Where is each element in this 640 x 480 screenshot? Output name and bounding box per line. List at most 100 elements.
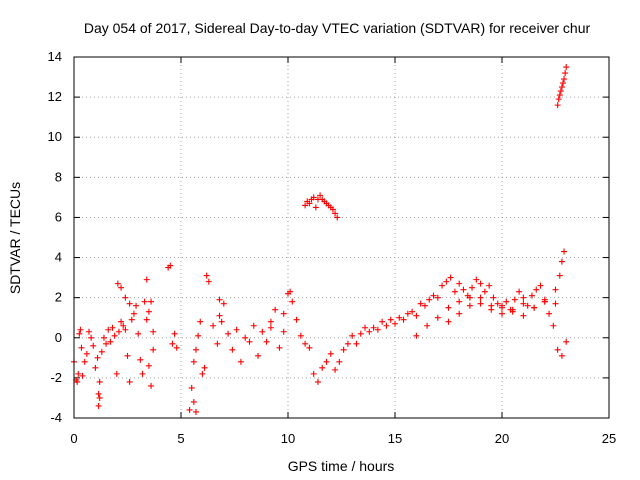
data-point: [276, 344, 283, 351]
data-point: [439, 282, 446, 289]
data-point: [96, 378, 103, 385]
data-point: [197, 318, 204, 325]
data-point: [250, 322, 257, 329]
data-point: [555, 96, 562, 103]
chart-title: Day 054 of 2017, Sidereal Day-to-day VTE…: [84, 20, 591, 36]
data-point: [130, 310, 137, 317]
data-point: [120, 322, 127, 329]
data-point: [554, 102, 561, 109]
data-point: [216, 296, 223, 303]
data-point: [332, 366, 339, 373]
data-point: [124, 352, 131, 359]
data-point: [78, 344, 85, 351]
data-point: [126, 378, 133, 385]
data-point: [460, 286, 467, 293]
data-point: [214, 340, 221, 347]
data-point: [98, 348, 105, 355]
data-point: [558, 84, 565, 91]
x-tick-label: 25: [602, 431, 616, 446]
data-point: [135, 330, 142, 337]
data-point: [75, 370, 82, 377]
data-point: [362, 324, 369, 331]
data-point: [205, 278, 212, 285]
data-point: [327, 350, 334, 357]
data-point: [473, 276, 480, 283]
data-point: [186, 406, 193, 413]
data-point: [466, 302, 473, 309]
data-point: [499, 302, 505, 309]
data-point: [190, 358, 197, 365]
data-point: [562, 70, 569, 77]
data-point: [242, 334, 249, 341]
data-point: [141, 298, 148, 305]
data-point: [103, 340, 110, 347]
data-point: [392, 320, 398, 327]
data-point: [203, 272, 210, 279]
data-point: [148, 298, 155, 305]
data-point: [92, 364, 99, 371]
data-point: [118, 284, 125, 291]
y-tick-label: 10: [48, 129, 62, 144]
data-point: [81, 358, 88, 365]
data-point: [456, 280, 463, 287]
data-point: [302, 340, 309, 347]
data-point: [237, 358, 244, 365]
plot-frame: [73, 56, 610, 419]
data-point: [477, 280, 484, 287]
data-point: [559, 80, 566, 87]
data-point: [445, 304, 452, 311]
data-point: [297, 332, 304, 339]
data-point: [370, 324, 377, 331]
data-point: [520, 300, 527, 307]
x-tick-label: 20: [495, 431, 509, 446]
data-point: [550, 322, 557, 329]
data-point: [537, 282, 544, 289]
x-axis-label: GPS time / hours: [288, 458, 395, 474]
data-point: [143, 276, 150, 283]
data-point: [267, 324, 274, 331]
data-point: [334, 214, 341, 221]
data-point: [379, 318, 386, 325]
data-point: [340, 346, 347, 353]
data-point: [552, 300, 559, 307]
data-point: [396, 314, 403, 321]
x-tick-label: 0: [70, 431, 77, 446]
data-point: [503, 298, 510, 305]
y-tick-label: -4: [50, 410, 62, 425]
data-point: [100, 334, 107, 341]
data-point: [143, 316, 150, 323]
data-point: [488, 302, 495, 309]
data-point: [421, 302, 428, 309]
data-point: [192, 408, 199, 415]
data-point: [150, 346, 157, 353]
data-point: [293, 316, 300, 323]
data-point: [96, 394, 103, 401]
data-point: [374, 326, 381, 333]
data-point: [520, 312, 527, 319]
data-point: [302, 202, 309, 209]
data-point: [563, 64, 570, 71]
data-point: [133, 302, 140, 309]
data-point: [541, 296, 548, 303]
data-point: [145, 362, 152, 369]
data-point: [383, 322, 390, 329]
data-point: [77, 326, 84, 333]
y-axis-label: SDTVAR / TECUs: [7, 182, 23, 294]
data-point: [233, 326, 240, 333]
y-tick-label: 6: [55, 209, 62, 224]
x-tick-label: 15: [388, 431, 402, 446]
data-point: [344, 340, 351, 347]
data-point: [122, 294, 129, 301]
data-point: [246, 338, 253, 345]
data-point: [126, 300, 133, 307]
data-point: [357, 330, 364, 337]
data-point: [528, 292, 535, 299]
data-point: [466, 294, 473, 301]
data-point: [114, 280, 121, 287]
data-point: [90, 342, 97, 349]
data-point: [434, 314, 441, 321]
data-point: [137, 356, 144, 363]
data-point: [557, 88, 564, 95]
